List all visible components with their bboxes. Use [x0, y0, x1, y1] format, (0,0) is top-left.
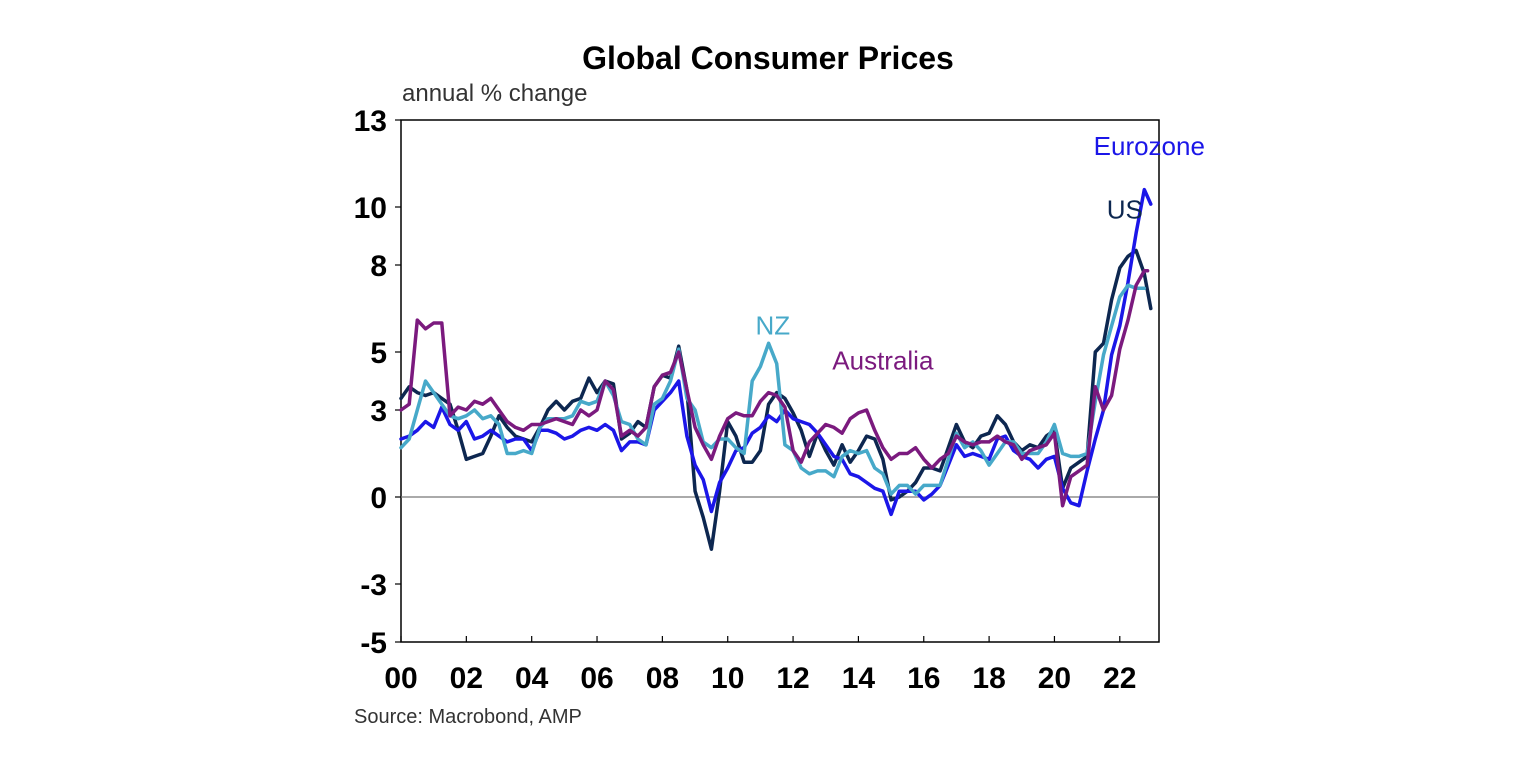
x-tick-label: 16: [907, 662, 940, 695]
y-tick-label: 13: [354, 105, 387, 138]
x-tick-label: 00: [384, 662, 417, 695]
x-tick-label: 12: [776, 662, 809, 695]
y-tick-label: 10: [354, 192, 387, 225]
plot-frame: [400, 119, 1160, 643]
y-axis-unit-label: annual % change: [402, 80, 588, 107]
x-tick-label: 18: [972, 662, 1005, 695]
y-tick-label: 8: [370, 250, 387, 283]
series-line-eurozone: [399, 187, 1153, 517]
series-line-nz: [399, 283, 1147, 496]
series-label-eurozone: Eurozone: [1094, 131, 1205, 161]
y-tick-label: -3: [360, 569, 387, 602]
x-tick-label: 22: [1103, 662, 1136, 695]
chart-title: Global Consumer Prices: [582, 40, 954, 76]
series-line-australia: [399, 269, 1150, 508]
source-note: Source: Macrobond, AMP: [354, 706, 582, 728]
y-tick-label: 3: [370, 395, 387, 428]
series-label-us: US: [1107, 195, 1143, 225]
series-label-australia: Australia: [832, 345, 934, 375]
x-tick-label: 20: [1038, 662, 1071, 695]
y-tick-label: 0: [370, 482, 387, 515]
series-line-us: [399, 248, 1153, 551]
x-tick-label: 08: [646, 662, 679, 695]
y-tick-label: -5: [360, 627, 387, 660]
series-label-nz: NZ: [755, 311, 790, 341]
x-tick-label: 10: [711, 662, 744, 695]
x-tick-label: 06: [580, 662, 613, 695]
x-tick-label: 02: [450, 662, 483, 695]
x-tick-label: 04: [515, 662, 549, 695]
x-tick-label: 14: [842, 662, 876, 695]
y-tick-label: 5: [370, 337, 387, 370]
